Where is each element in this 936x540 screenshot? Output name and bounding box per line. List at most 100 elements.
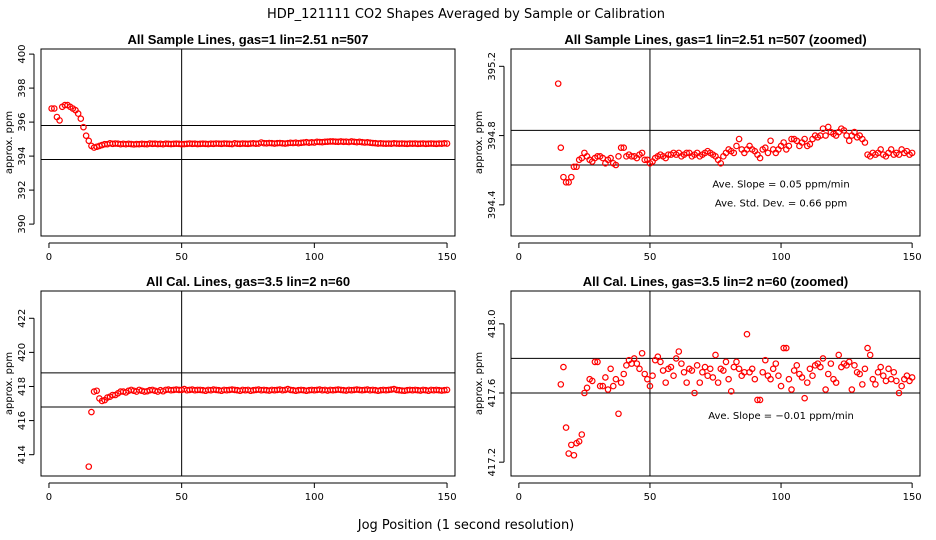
annotation-text: Ave. Slope = −0.01 ppm/min [708,411,854,422]
panel-p2: All Sample Lines, gas=1 lin=2.51 n=507 (… [474,32,922,263]
figure-title: HDP_121111 CO2 Shapes Averaged by Sample… [267,7,665,22]
data-point [822,132,829,139]
data-point [706,365,714,373]
x-tick-label: 150 [903,492,922,503]
data-point [560,173,567,181]
data-point [893,377,900,385]
x-tick-label: 0 [46,252,52,263]
data-point [869,375,877,383]
data-point [824,370,832,378]
x-tick-label: 100 [305,252,324,263]
panels: All Sample Lines, gas=1 lin=2.51 n=507 0 5… [4,32,922,503]
data-point [672,355,680,362]
data-point [581,389,588,397]
plot-frame [510,48,921,237]
x-tick-label: 50 [175,492,188,503]
data-point [678,360,685,367]
data-point [777,382,785,390]
data-point [720,367,727,374]
data-points [557,330,916,459]
data-point [562,424,570,431]
data-point [725,375,732,383]
data-point [806,140,814,148]
data-point [683,149,690,157]
panel-p1: All Sample Lines, gas=1 lin=2.51 n=507 0 5… [4,32,457,263]
data-point [596,382,604,390]
data-point [638,149,646,157]
y-tick-label: 420 [17,343,28,362]
data-point [85,463,93,470]
data-point [688,367,696,374]
data-point [604,386,612,393]
panel-p4: All Cal. Lines, gas=3.5 lin=2 n=60 (zoom… [474,274,922,503]
panel-title: All Sample Lines, gas=1 lin=2.51 n=507 (… [564,32,866,47]
data-point [877,363,884,371]
data-point [570,451,578,459]
data-point [748,365,756,373]
data-point [617,144,625,151]
data-point [48,105,55,112]
data-point [851,362,858,369]
data-point [890,368,898,376]
y-tick-label: 418.0 [487,310,498,339]
data-point [845,358,853,366]
data-point [607,365,614,373]
data-point [620,370,628,378]
panel-p3: All Cal. Lines, gas=3.5 lin=2 n=60 0 50 100… [4,274,457,503]
data-point [780,344,787,352]
data-point [727,387,735,395]
data-point [735,365,743,373]
data-point [887,146,895,153]
data-point [756,154,764,162]
data-point [680,368,688,376]
x-tick-label: 0 [46,492,52,503]
data-point [848,386,856,393]
y-tick-label: 422 [17,309,28,328]
data-point [859,381,866,388]
data-point [599,382,607,390]
data-points [554,80,916,186]
data-point [898,382,905,390]
data-point [861,139,869,146]
y-tick-label: 414 [17,445,28,464]
data-point [575,438,583,445]
data-point [775,372,782,380]
data-point [654,353,662,361]
annotation-text: Ave. Slope = 0.05 ppm/min [712,180,849,191]
data-point [840,127,848,134]
data-point [636,365,643,373]
data-point [85,137,93,145]
x-tick-label: 100 [305,492,324,503]
data-point [82,132,90,140]
y-axis-label: approx. ppm [4,352,15,415]
data-point [759,368,766,376]
data-point [895,389,903,397]
data-point [767,375,774,383]
data-point [612,161,620,169]
data-point [785,142,793,150]
data-point [764,149,772,157]
data-point [594,358,601,366]
data-point [874,368,882,376]
data-points [48,101,451,151]
data-point [641,156,649,164]
data-point [578,431,586,438]
data-point [609,382,617,390]
data-point [824,123,832,131]
data-point [675,348,683,355]
x-tick-label: 50 [175,252,188,263]
x-tick-label: 50 [644,492,657,503]
data-point [607,154,614,162]
y-tick-label: 416 [17,411,28,430]
data-point [443,386,451,394]
data-point [557,381,565,388]
y-tick-label: 417.6 [487,379,498,408]
data-point [856,370,863,378]
panel-title: All Cal. Lines, gas=3.5 lin=2 n=60 [146,274,350,289]
y-tick-label: 398 [17,79,28,98]
data-point [767,137,774,145]
plot-frame [40,290,456,477]
data-point [441,386,448,394]
data-point [714,379,722,386]
